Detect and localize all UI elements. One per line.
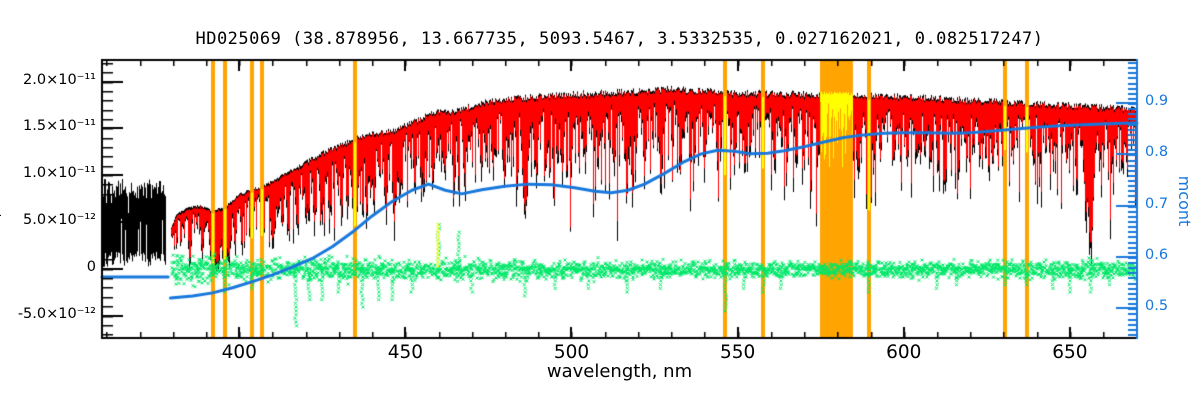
y-right-tick-label: 0.9 (1145, 93, 1169, 110)
x-tick-label: 400 (221, 342, 257, 363)
y-left-tick-label: 0 (86, 258, 96, 275)
y-left-tick-label: 1.5×10⁻¹¹ (23, 118, 96, 135)
y-left-tick-label: 2.0×10⁻¹¹ (23, 71, 96, 88)
x-tick-label: 450 (387, 342, 423, 363)
y-left-tick-label: -5.0×10⁻¹² (17, 305, 96, 322)
x-tick-label: 600 (886, 342, 922, 363)
y-left-tick-label: 1.0×10⁻¹¹ (23, 165, 96, 182)
x-tick-label: 550 (719, 342, 756, 363)
page-title: HD025069 (38.878956, 13.667735, 5093.546… (195, 29, 1044, 49)
y-right-tick-label: 0.8 (1145, 144, 1169, 161)
left-axis-title-clipped: flux, units (0, 170, 3, 246)
x-tick-label: 650 (1052, 342, 1088, 363)
x-axis-title: wavelength, nm (546, 361, 693, 382)
x-tick-label: 500 (553, 342, 590, 363)
y-right-tick-label: 0.6 (1145, 246, 1169, 263)
y-left-tick-label: 5.0×10⁻¹² (23, 211, 96, 228)
y-right-tick-label: 0.7 (1145, 195, 1169, 212)
right-axis-title: mcont (1175, 175, 1194, 227)
y-right-tick-label: 0.5 (1145, 298, 1169, 315)
